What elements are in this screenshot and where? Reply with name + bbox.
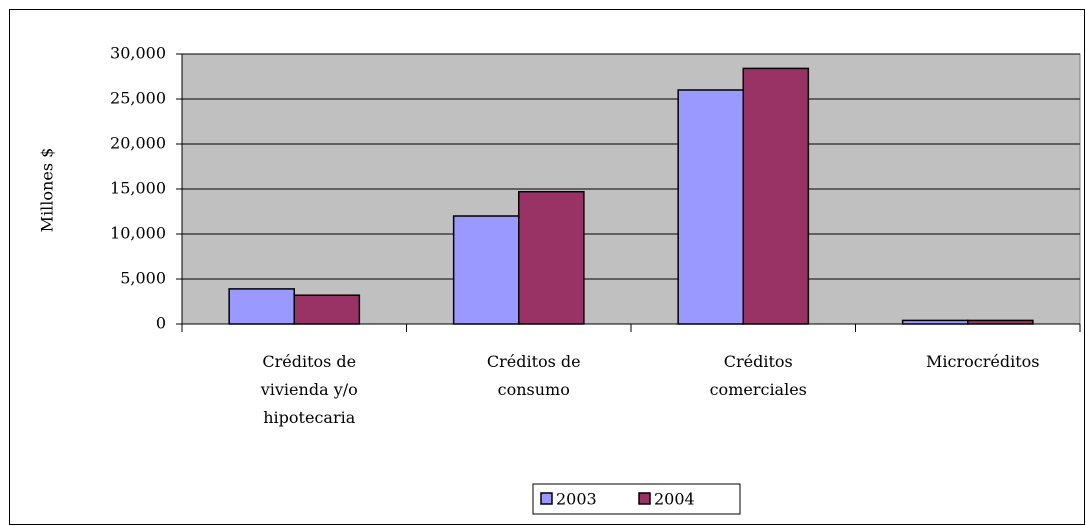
legend-box	[532, 483, 741, 515]
legend-label: 2003	[556, 490, 597, 509]
legend-swatch	[540, 492, 553, 505]
y-tick-label: 0	[156, 314, 166, 333]
legend-swatch	[638, 492, 651, 505]
bar	[228, 288, 296, 325]
x-tick-label: Créditos de consumo	[486, 352, 581, 399]
y-tick-label: 10,000	[110, 224, 166, 243]
bar	[452, 215, 520, 325]
bar	[742, 67, 810, 325]
bar	[518, 190, 585, 325]
bar	[967, 319, 1034, 325]
y-tick-label: 15,000	[110, 179, 166, 198]
x-tick-label: Créditos de vivienda y/o hipotecaria	[260, 352, 358, 427]
y-tick-label: 30,000	[110, 44, 166, 63]
y-tick-label: 20,000	[110, 134, 166, 153]
bar	[677, 89, 745, 325]
y-axis-label: Millones $	[38, 148, 57, 233]
x-tick-label: Créditos comerciales	[709, 352, 807, 399]
bar	[901, 319, 969, 325]
y-tick-label: 5,000	[120, 269, 166, 288]
legend-label: 2004	[654, 490, 695, 509]
x-tick-label: Microcréditos	[926, 352, 1040, 371]
bar	[293, 294, 361, 325]
y-tick-label: 25,000	[110, 89, 166, 108]
